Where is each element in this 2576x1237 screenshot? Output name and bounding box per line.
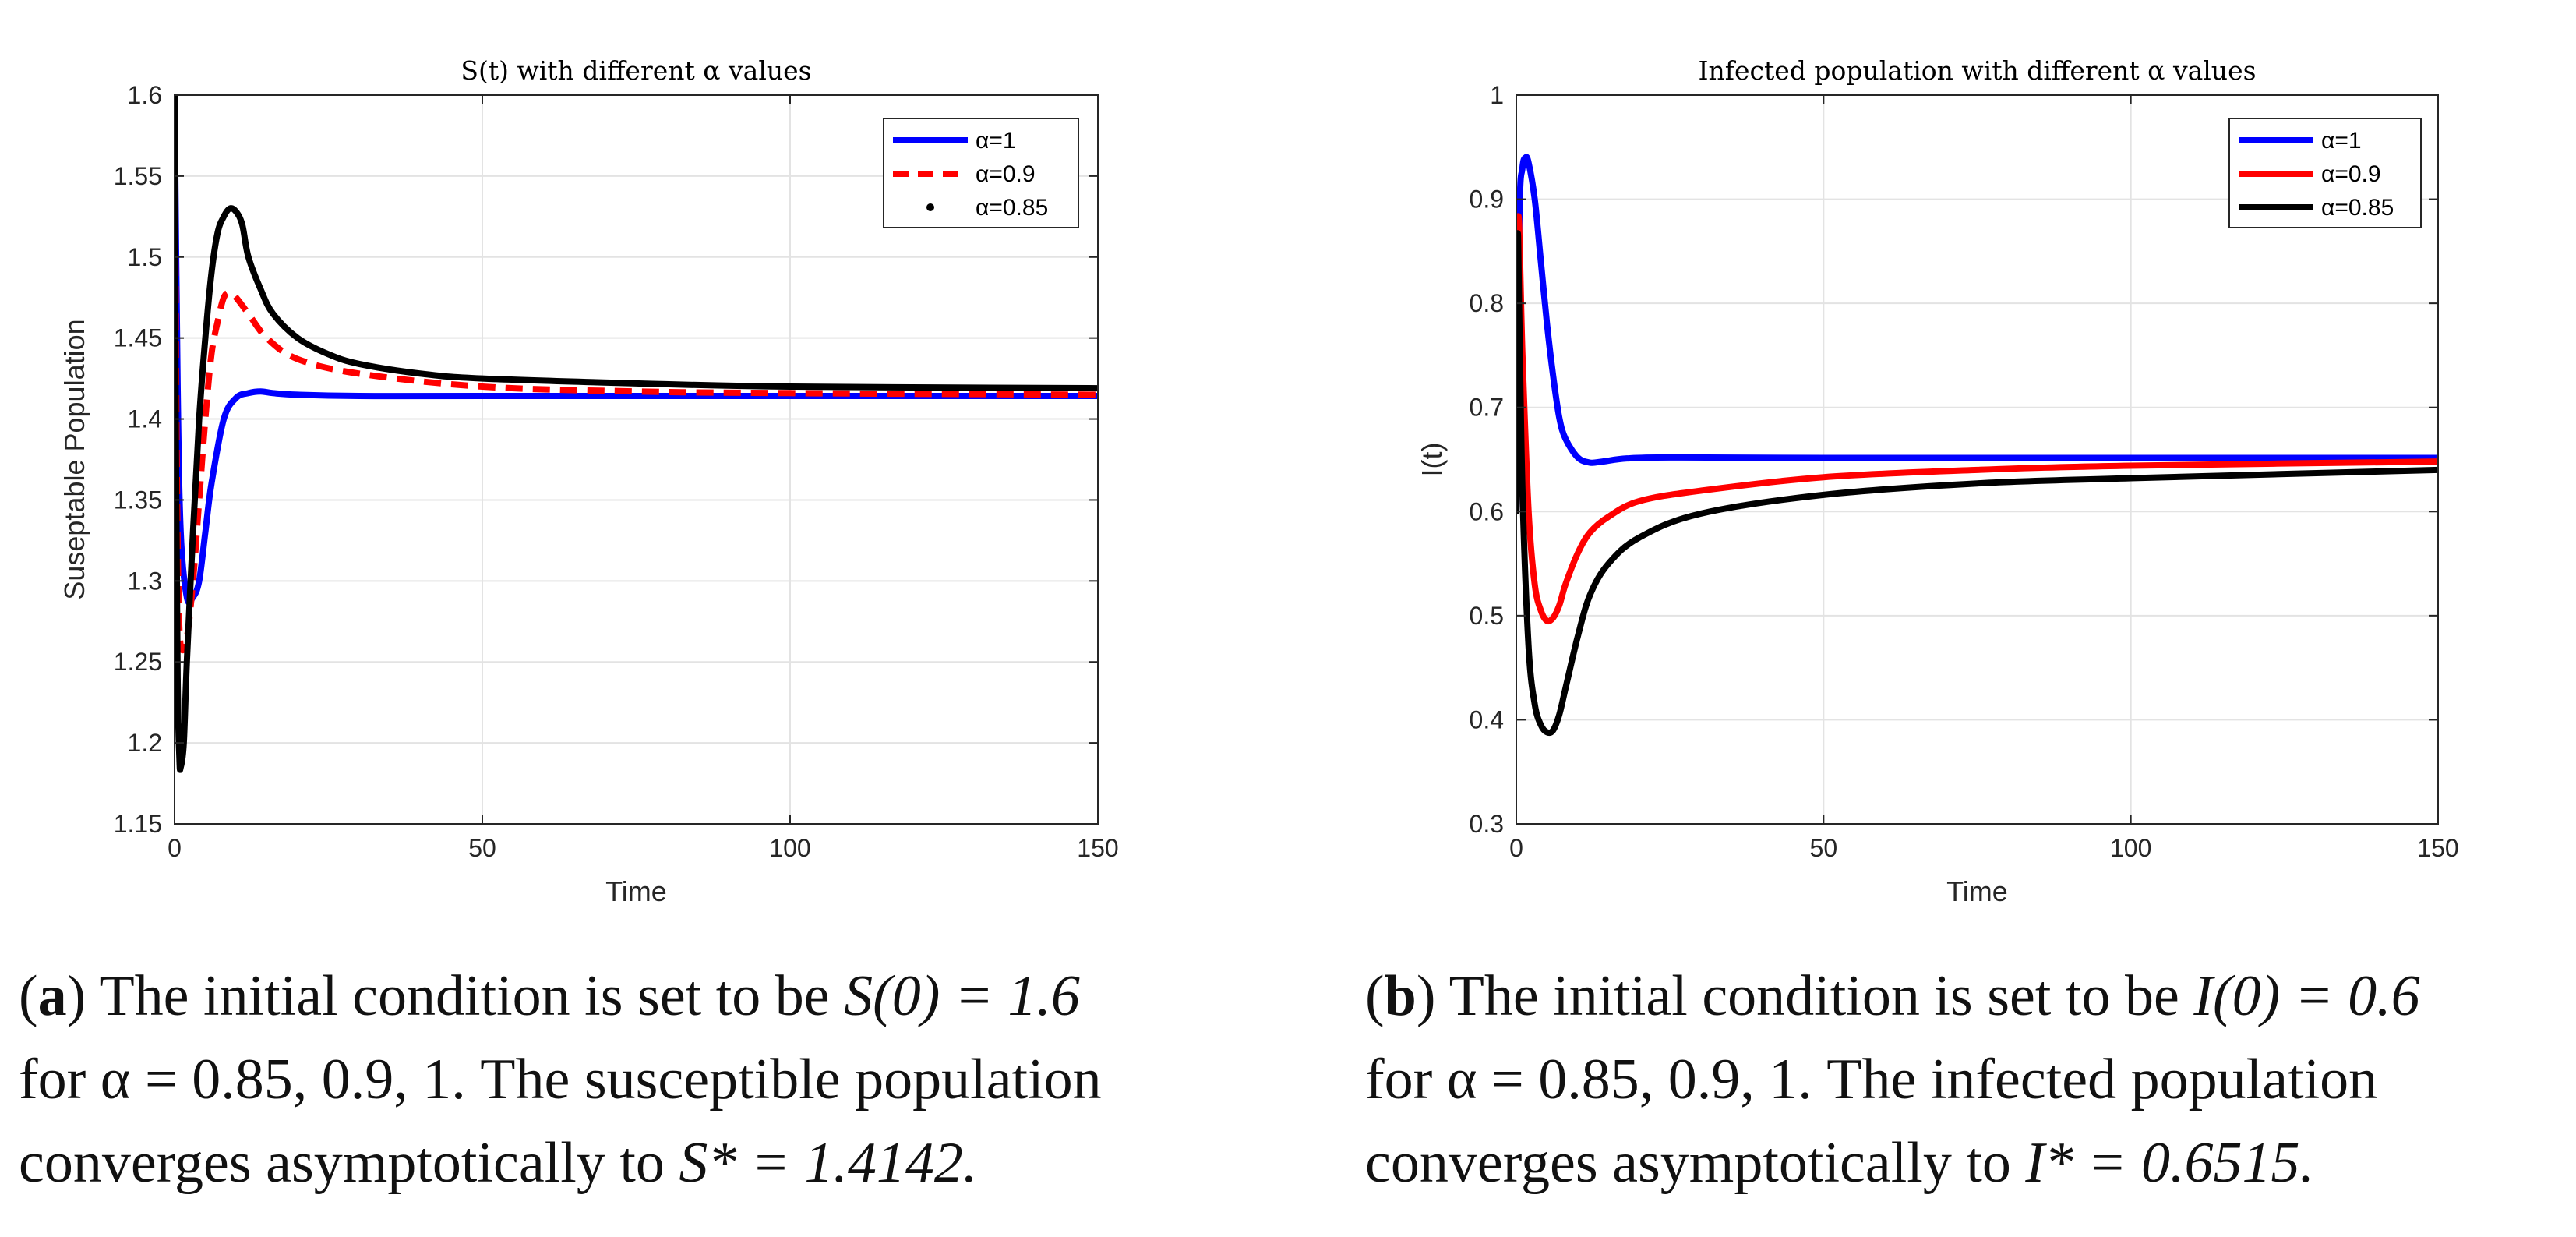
legend-label-1: α=1 (976, 128, 1016, 154)
series-line-1 (1516, 154, 2438, 515)
legend-label-2: α=0.9 (2321, 161, 2381, 187)
caption-a-label: a (37, 964, 67, 1028)
y-tick-label: 0.7 (1470, 394, 1504, 422)
y-tick-label: 0.5 (1470, 602, 1504, 630)
y-tick-label: 1.4 (128, 405, 162, 433)
series-line-3 (1516, 230, 2438, 737)
legend-marker-3 (926, 203, 934, 211)
y-tick-label: 1.15 (114, 810, 162, 838)
y-tick-label: 1.45 (114, 324, 162, 352)
y-axis-label: Suseptable Population (58, 319, 90, 599)
x-tick-label: 50 (468, 834, 496, 862)
series-line-2 (175, 95, 1098, 654)
series-line-1 (175, 95, 1098, 606)
caption-b-line2: for α = 0.85, 0.9, 1. The infected popul… (1365, 1048, 2378, 1112)
y-tick-label: 1.3 (128, 567, 162, 595)
y-tick-label: 0.8 (1470, 289, 1504, 317)
x-tick-label: 0 (1509, 834, 1523, 862)
y-tick-label: 0.6 (1470, 497, 1504, 525)
legend-label-1: α=1 (2321, 128, 2362, 154)
y-axis-label: I(t) (1416, 443, 1448, 477)
x-axis-label: Time (1946, 875, 2008, 907)
caption-b: (b) The initial condition is set to be I… (1365, 955, 2565, 1205)
y-tick-label: 1.6 (128, 81, 162, 109)
y-tick-label: 1 (1490, 81, 1504, 109)
chart-susceptible: 0 50 100 150 1.15 1.2 1.25 1.3 1.35 1.4 1.45 1.5 1.5… (58, 55, 1119, 907)
legend-label-2: α=0.9 (976, 161, 1036, 187)
y-tick-label: 0.4 (1470, 705, 1504, 733)
chart-title: S(t) with different α values (461, 55, 811, 86)
y-tick-label: 0.9 (1470, 186, 1504, 214)
legend-box (883, 118, 1079, 228)
x-tick-label: 150 (1077, 834, 1118, 862)
y-tick-label: 1.5 (128, 243, 162, 271)
x-tick-label: 0 (168, 834, 182, 862)
y-tick-label: 1.2 (128, 729, 162, 757)
chart-title: Infected population with different α val… (1698, 55, 2256, 86)
caption-a-line2: for α = 0.85, 0.9, 1. The susceptible po… (19, 1048, 1102, 1112)
axes-box (1516, 94, 2439, 825)
caption-b-label: b (1384, 964, 1417, 1028)
legend-label-3: α=0.85 (2321, 195, 2394, 221)
series-line-3 (175, 95, 1098, 773)
chart-infected: 0 50 100 150 0.3 0.4 0.5 0.6 0.7 0.8 0.9 1 Time I(t) I… (1416, 55, 2459, 907)
x-tick-label: 100 (769, 834, 810, 862)
x-tick-label: 50 (1810, 834, 1838, 862)
y-tick-label: 1.25 (114, 648, 162, 676)
legend-label-3: α=0.85 (976, 195, 1048, 221)
y-tick-label: 0.3 (1470, 810, 1504, 838)
axes-box (174, 94, 1099, 825)
x-tick-label: 150 (2417, 834, 2458, 862)
x-axis-label: Time (605, 875, 667, 907)
y-tick-label: 1.55 (114, 162, 162, 190)
y-tick-label: 1.35 (114, 486, 162, 514)
x-tick-label: 100 (2110, 834, 2151, 862)
caption-a: (a) The initial condition is set to be S… (19, 955, 1265, 1205)
